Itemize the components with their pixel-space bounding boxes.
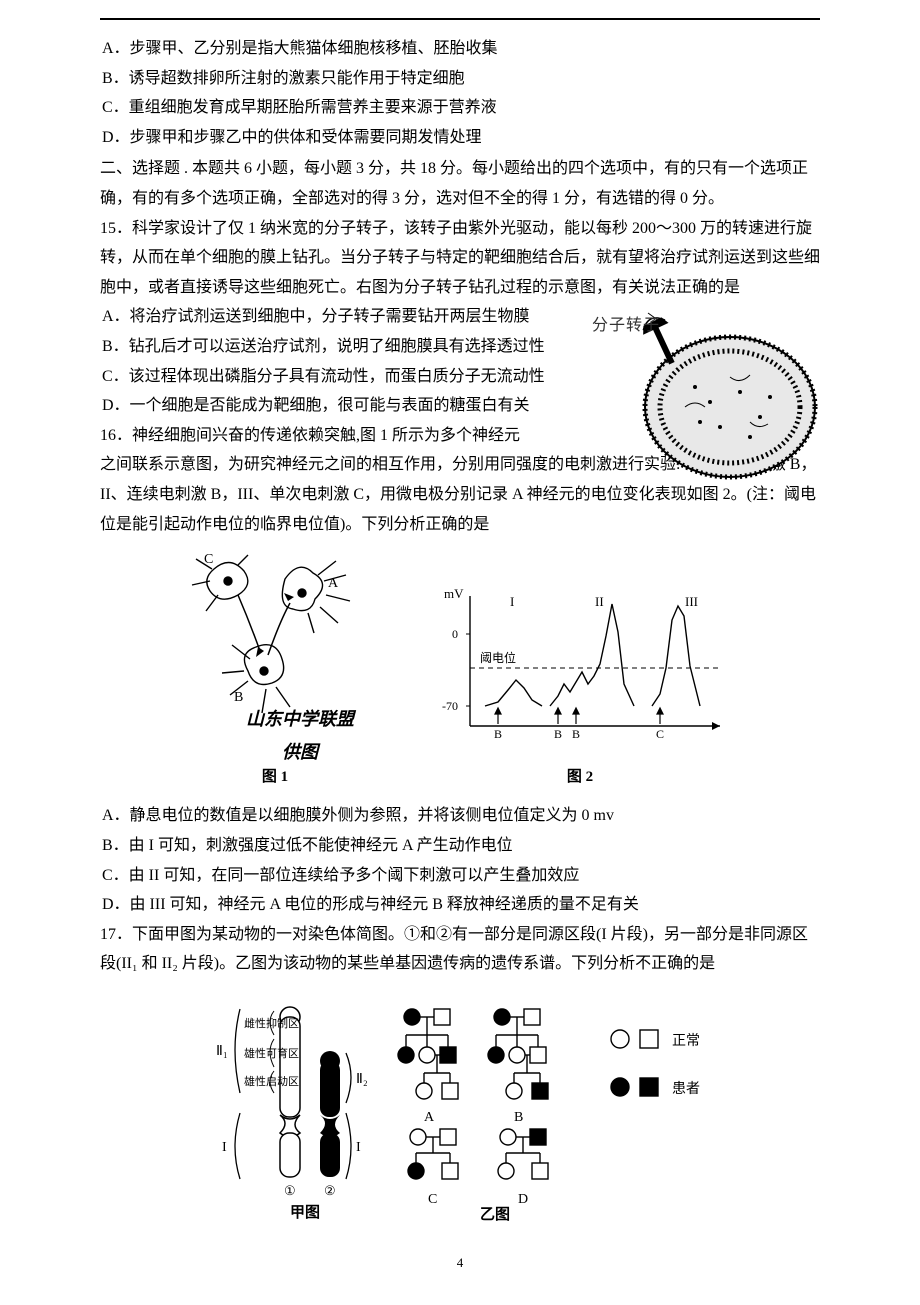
fig2-wrap: mV 0 -70 阈电位 I II III B — [430, 576, 730, 791]
series-I: I — [510, 594, 514, 609]
chart-ylabel: mV — [444, 586, 464, 601]
rotor-figure: 分子转子 — [600, 307, 830, 498]
yi-caption: 乙图 — [480, 1206, 510, 1223]
header-rule — [100, 18, 820, 20]
lbl-II1: Ⅱ₁ — [216, 1044, 228, 1059]
fig1-node-c: C — [204, 552, 213, 567]
circ2: ② — [324, 1183, 336, 1198]
ytick-70: -70 — [442, 699, 458, 713]
lbl-I-left: I — [222, 1140, 227, 1155]
q15-option-c: C．该过程体现出磷脂分子具有流动性，而蛋白质分子无流动性 — [100, 362, 570, 392]
q16-option-d: D．由 III 可知，神经元 A 电位的形成与神经元 B 释放神经递质的量不足有… — [100, 890, 820, 920]
q15-option-b: B．钻孔后才可以运送治疗试剂，说明了细胞膜具有选择透过性 — [100, 332, 570, 362]
q15-option-d: D．一个细胞是否能成为靶细胞，很可能与表面的糖蛋白有关 — [100, 391, 570, 421]
fig2-svg: mV 0 -70 阈电位 I II III B — [430, 576, 730, 751]
svg-text:D: D — [518, 1192, 528, 1207]
q17-figures: Ⅱ₁ 雌性抑制区 雄性可育区 雄性启动区 I Ⅱ₂ I ① ② 甲图 — [100, 995, 820, 1225]
series-III: III — [685, 594, 698, 609]
region3: 雄性启动区 — [244, 1074, 299, 1088]
lbl-I-right: I — [356, 1140, 361, 1155]
q15-option-a: A．将治疗试剂运送到细胞中，分子转子需要钻开两层生物膜 — [100, 302, 570, 332]
section2-intro: 二、选择题 . 本题共 6 小题，每小题 3 分，共 18 分。每小题给出的四个… — [100, 154, 820, 213]
q16-figures: A B C 山东中学联盟供图 图 1 — [100, 551, 820, 791]
svg-text:B: B — [514, 1110, 523, 1125]
arrow-C: C — [656, 727, 664, 741]
watermark: 山东中学联盟供图 — [240, 703, 360, 770]
legend-normal: 正常 — [672, 1033, 700, 1049]
fig2-caption: 图 2 — [430, 764, 730, 792]
ytick-0: 0 — [452, 627, 458, 641]
region2: 雄性可育区 — [244, 1046, 299, 1060]
threshold-label: 阈电位 — [480, 650, 516, 665]
q14-option-b: B．诱导超数排卵所注射的激素只能作用于特定细胞 — [100, 64, 820, 94]
rotor-label: 分子转子 — [592, 311, 660, 341]
svg-text:C: C — [428, 1192, 437, 1207]
q16-option-b: B．由 I 可知，刺激强度过低不能使神经元 A 产生动作电位 — [100, 831, 820, 861]
q14-option-c: C．重组细胞发育成早期胚胎所需营养主要来源于营养液 — [100, 93, 820, 123]
q17-stem: 17．下面甲图为某动物的一对染色体简图。①和②有一部分是同源区段(I 片段)，另… — [100, 920, 820, 979]
fig1-node-a: A — [328, 576, 339, 591]
svg-text:A: A — [424, 1110, 435, 1125]
q17-svg: Ⅱ₁ 雌性抑制区 雄性可育区 雄性启动区 I Ⅱ₂ I ① ② 甲图 — [180, 995, 740, 1225]
q16-option-a: A．静息电位的数值是以细胞膜外侧为参照，并将该侧电位值定义为 0 mv — [100, 801, 820, 831]
legend-affected: 患者 — [672, 1081, 700, 1097]
q15-stem: 15．科学家设计了仅 1 纳米宽的分子转子，该转子由紫外光驱动，能以每秒 200… — [100, 214, 820, 303]
q16-option-c: C．由 II 可知，在同一部位连续给予多个阈下刺激可以产生叠加效应 — [100, 861, 820, 891]
series-II: II — [595, 594, 604, 609]
circ1: ① — [284, 1183, 296, 1198]
fig1-wrap: A B C 山东中学联盟供图 图 1 — [190, 551, 360, 791]
lbl-II2: Ⅱ₂ — [356, 1072, 368, 1087]
q15-options-and-figure: A．将治疗试剂运送到细胞中，分子转子需要钻开两层生物膜 B．钻孔后才可以运送治疗… — [100, 302, 820, 420]
arrow-B2: B — [554, 727, 562, 741]
jia-caption: 甲图 — [290, 1204, 320, 1221]
arrow-B3: B — [572, 727, 580, 741]
region1: 雌性抑制区 — [244, 1016, 299, 1030]
page-number: 4 — [100, 1251, 820, 1275]
q14-option-a: A．步骤甲、乙分别是指大熊猫体细胞核移植、胚胎收集 — [100, 34, 820, 64]
q14-option-d: D．步骤甲和步骤乙中的供体和受体需要同期发情处理 — [100, 123, 820, 153]
arrow-B1: B — [494, 727, 502, 741]
